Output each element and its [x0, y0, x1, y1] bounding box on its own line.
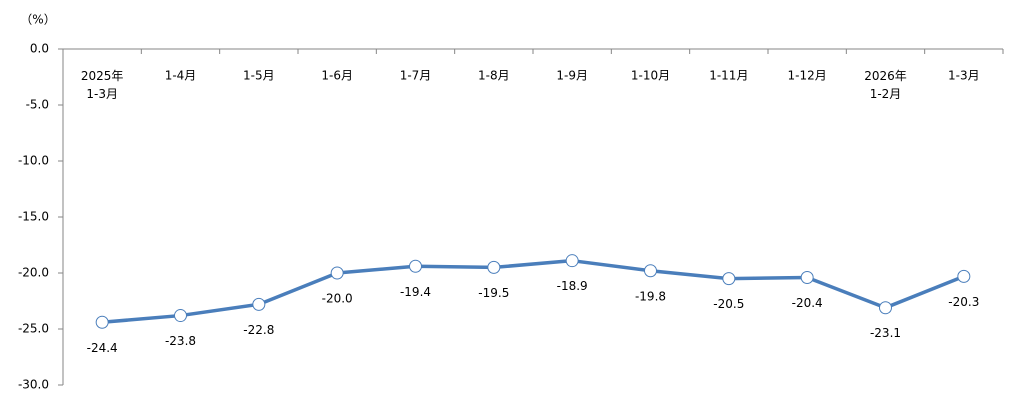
data-point	[95, 315, 109, 329]
data-point	[644, 264, 657, 278]
data-label: -20.0	[322, 292, 353, 306]
y-tick-label: -20.0	[18, 266, 49, 280]
data-point	[565, 254, 579, 268]
x-tick-label: 1-9月	[556, 69, 588, 83]
data-label: -23.8	[165, 334, 196, 348]
x-tick-label: 1-11月	[709, 69, 748, 83]
x-tick-label: 1-3月	[948, 69, 980, 83]
x-tick-label: 1-12月	[788, 69, 827, 83]
y-tick-label: -15.0	[18, 210, 49, 224]
x-tick-label: 2025年 1-3月	[81, 69, 124, 101]
data-label: -19.8	[635, 289, 666, 303]
data-point	[957, 269, 971, 283]
y-tick-label: 0.0	[30, 42, 49, 56]
data-label: -20.5	[713, 297, 744, 311]
data-point	[252, 297, 266, 311]
x-tick-label: 1-4月	[165, 69, 197, 83]
x-tick-label: 1-10月	[631, 69, 670, 83]
data-label: -20.3	[948, 295, 979, 309]
y-tick-label: -30.0	[18, 378, 49, 392]
data-point	[487, 260, 501, 274]
data-label: -20.4	[792, 296, 823, 310]
y-tick-label: -25.0	[18, 322, 49, 336]
y-tick-label: -5.0	[26, 98, 49, 112]
data-label: -19.5	[478, 286, 509, 300]
x-tick-label: 1-7月	[400, 69, 432, 83]
x-tick-label: 1-6月	[321, 69, 353, 83]
data-label: -23.1	[870, 326, 901, 340]
x-tick-label: 2026年 1-2月	[864, 69, 907, 101]
data-label: -19.4	[400, 285, 431, 299]
y-tick-label: -10.0	[18, 154, 49, 168]
data-point	[800, 270, 814, 284]
data-point	[330, 266, 344, 280]
series-line	[102, 258, 965, 325]
data-point	[722, 272, 736, 286]
x-tick-label: 1-8月	[478, 69, 510, 83]
data-point	[879, 301, 892, 315]
x-tick-label: 1-5月	[243, 69, 275, 83]
data-label: -18.9	[557, 279, 588, 293]
data-label: -22.8	[243, 323, 274, 337]
y-unit: （%）	[20, 13, 55, 27]
data-point	[174, 309, 187, 323]
data-label: -24.4	[87, 341, 118, 355]
data-point	[409, 259, 422, 273]
